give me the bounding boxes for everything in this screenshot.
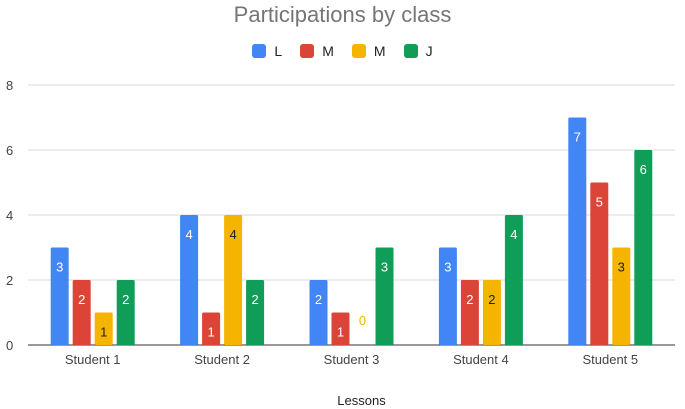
bar <box>568 117 587 345</box>
data-label: 3 <box>381 260 388 275</box>
legend-item-3: J <box>403 43 433 59</box>
x-axis-label: Lessons <box>337 393 386 408</box>
bar <box>590 182 609 345</box>
legend-item-1: M <box>300 43 334 59</box>
data-label: 3 <box>618 260 625 275</box>
bar <box>375 247 394 345</box>
bar <box>246 280 265 345</box>
bar <box>504 215 523 345</box>
bar <box>482 280 501 345</box>
data-label: 3 <box>444 260 451 275</box>
data-label: 4 <box>229 227 236 242</box>
data-label: 1 <box>337 325 344 340</box>
legend-label: J <box>425 43 433 59</box>
bar <box>202 312 221 345</box>
bar <box>612 247 631 345</box>
bar <box>116 280 135 345</box>
data-label: 4 <box>510 227 517 242</box>
x-tick-label: Student 2 <box>194 352 250 367</box>
bar <box>50 247 69 345</box>
bar <box>94 312 113 345</box>
data-label: 2 <box>78 292 85 307</box>
legend-item-2: M <box>351 43 386 59</box>
bar <box>460 280 479 345</box>
bar <box>180 215 199 345</box>
bar <box>72 280 91 345</box>
legend-swatch <box>300 44 315 58</box>
legend-label: L <box>274 43 283 59</box>
data-label: 1 <box>207 325 214 340</box>
data-label: 7 <box>574 130 581 145</box>
data-label: 2 <box>315 292 322 307</box>
data-label: 5 <box>596 195 603 210</box>
y-tick-label: 2 <box>6 273 13 288</box>
bar <box>331 312 350 345</box>
bar <box>438 247 457 345</box>
chart-title: Participations by class <box>233 2 452 27</box>
legend-label: M <box>322 43 334 59</box>
data-label: 2 <box>488 292 495 307</box>
data-label: 1 <box>100 325 107 340</box>
x-tick-label: Student 5 <box>582 352 638 367</box>
x-tick-label: Student 3 <box>324 352 380 367</box>
legend-item-0: L <box>252 43 282 59</box>
legend-swatch <box>252 44 267 58</box>
data-label: 0 <box>359 313 366 328</box>
y-tick-label: 6 <box>6 143 13 158</box>
bar <box>309 280 328 345</box>
data-label: 2 <box>251 292 258 307</box>
data-label: 2 <box>122 292 129 307</box>
y-tick-label: 8 <box>6 78 13 93</box>
data-label: 3 <box>56 260 63 275</box>
legend-swatch <box>351 44 366 58</box>
bar <box>634 150 653 345</box>
bar <box>224 215 243 345</box>
y-tick-label: 0 <box>6 338 13 353</box>
x-tick-label: Student 4 <box>453 352 509 367</box>
data-label: 6 <box>640 162 647 177</box>
y-tick-label: 4 <box>6 208 13 223</box>
data-label: 4 <box>185 227 192 242</box>
legend-swatch <box>403 44 418 58</box>
data-label: 2 <box>466 292 473 307</box>
legend-label: M <box>373 43 386 59</box>
x-tick-label: Student 1 <box>65 352 121 367</box>
